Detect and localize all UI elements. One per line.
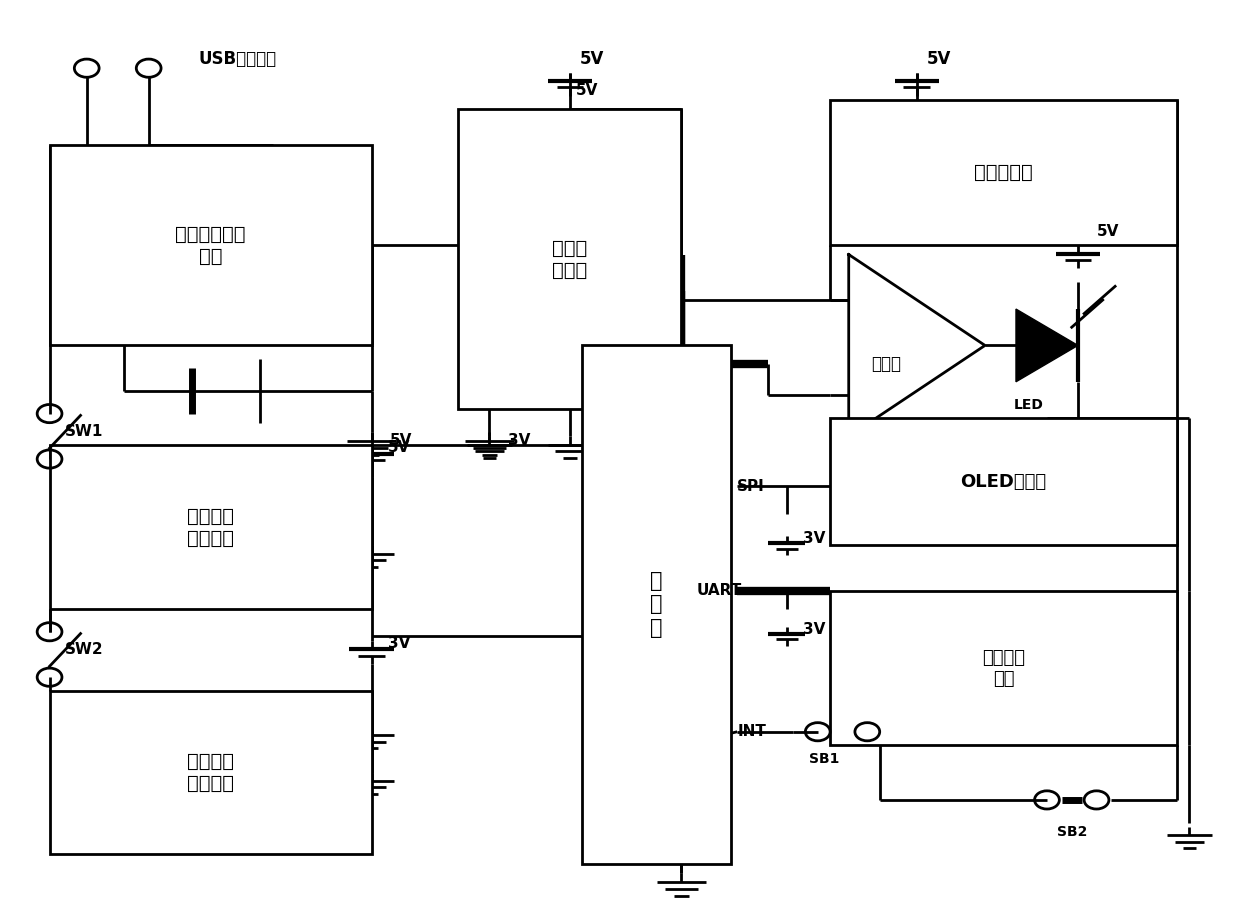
Text: SPI: SPI	[737, 479, 764, 494]
Text: SB2: SB2	[1057, 824, 1087, 839]
Text: 加速度
传感器: 加速度 传感器	[553, 238, 587, 280]
Text: 模拟电源
稳压模块: 模拟电源 稳压模块	[187, 506, 234, 548]
Text: 5V: 5V	[390, 434, 413, 448]
Text: 无线通讯
模块: 无线通讯 模块	[983, 649, 1025, 687]
Bar	[50, 445, 372, 609]
Text: 比较器: 比较器	[871, 355, 901, 373]
Text: 5V: 5V	[388, 440, 410, 454]
Text: UART: UART	[696, 584, 742, 598]
Text: USB充电接口: USB充电接口	[198, 50, 276, 68]
Bar	[830, 591, 1177, 745]
Text: INT: INT	[737, 724, 766, 739]
Text: 数字电源
稳压模块: 数字电源 稳压模块	[187, 752, 234, 794]
Bar	[830, 418, 1177, 545]
Text: 控
制
器: 控 制 器	[650, 571, 663, 638]
Text: 阀值设定器: 阀值设定器	[974, 164, 1033, 182]
Text: 3V: 3V	[508, 434, 530, 448]
Text: SW1: SW1	[64, 425, 103, 439]
Bar	[50, 145, 372, 345]
Bar	[50, 691, 372, 854]
Text: 5V: 5V	[576, 84, 598, 98]
Polygon shape	[1016, 309, 1078, 382]
Text: LED: LED	[1014, 397, 1043, 412]
Text: 3V: 3V	[388, 636, 410, 651]
Bar	[582, 345, 731, 864]
Text: 5V: 5V	[927, 50, 952, 68]
Text: 电池充电控制
模块: 电池充电控制 模块	[176, 225, 245, 266]
Text: 3V: 3V	[803, 531, 825, 545]
Text: 3V: 3V	[1097, 470, 1119, 484]
Text: SW2: SW2	[64, 643, 103, 657]
Text: SB1: SB1	[809, 752, 839, 766]
Bar	[830, 100, 1177, 245]
Text: 3V: 3V	[803, 622, 825, 636]
Text: OLED显示屏: OLED显示屏	[960, 473, 1047, 491]
Text: 5V: 5V	[580, 50, 605, 68]
Text: 5V: 5V	[1097, 225, 1119, 239]
Bar	[458, 109, 681, 409]
